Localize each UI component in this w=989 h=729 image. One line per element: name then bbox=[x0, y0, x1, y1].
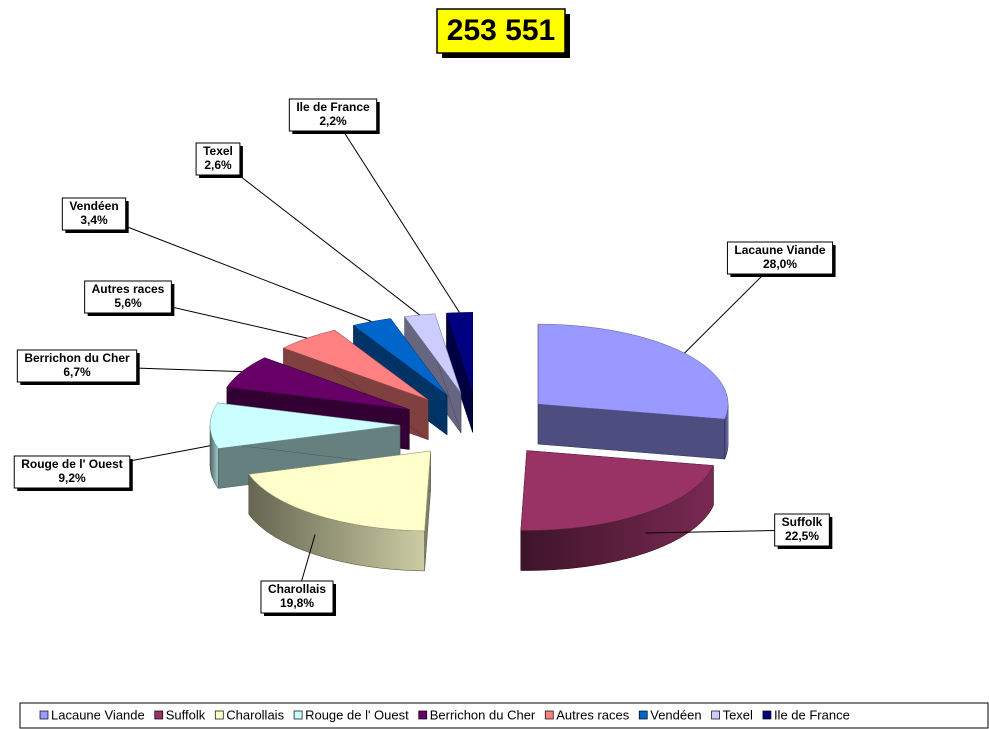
legend-swatch bbox=[638, 710, 648, 720]
legend-swatch bbox=[544, 710, 554, 720]
chart-title: 253 551 bbox=[447, 14, 555, 47]
label-value: 28,0% bbox=[763, 257, 797, 271]
label-box bbox=[61, 197, 127, 231]
label-value: 3,4% bbox=[80, 213, 108, 227]
label-name: Ile de France bbox=[296, 100, 370, 114]
label-value: 2,2% bbox=[319, 114, 347, 128]
legend-swatch bbox=[293, 710, 303, 720]
label-value: 2,6% bbox=[204, 158, 232, 172]
label-name: Lacaune Viande bbox=[734, 243, 825, 257]
slice bbox=[282, 329, 429, 400]
title-box bbox=[436, 8, 566, 54]
legend-label: Rouge de l' Ouest bbox=[305, 707, 409, 722]
slice bbox=[404, 313, 462, 394]
slice bbox=[520, 450, 714, 531]
label-box bbox=[726, 241, 834, 275]
label-value: 22,5% bbox=[785, 529, 819, 543]
legend-swatch bbox=[39, 710, 49, 720]
legend-swatch bbox=[154, 710, 164, 720]
label-value: 9,2% bbox=[58, 471, 86, 485]
legend-label: Vendéen bbox=[650, 707, 701, 722]
label-box bbox=[774, 513, 830, 547]
label-box bbox=[13, 455, 131, 489]
slice bbox=[352, 318, 448, 396]
legend-label: Lacaune Viande bbox=[51, 707, 145, 722]
label-name: Autres races bbox=[92, 282, 165, 296]
label-box bbox=[288, 98, 378, 132]
legend-swatch bbox=[762, 710, 772, 720]
leader-line bbox=[217, 158, 420, 316]
legend-swatch bbox=[214, 710, 224, 720]
label-name: Berrichon du Cher bbox=[24, 351, 130, 365]
label-name: Texel bbox=[203, 144, 233, 158]
label-name: Suffolk bbox=[782, 515, 823, 529]
legend-label: Suffolk bbox=[166, 707, 206, 722]
label-value: 19,8% bbox=[280, 596, 314, 610]
legend-box bbox=[19, 702, 989, 729]
legend-label: Ile de France bbox=[774, 707, 850, 722]
label-name: Charollais bbox=[268, 582, 326, 596]
legend-label: Texel bbox=[723, 707, 753, 722]
label-name: Rouge de l' Ouest bbox=[21, 457, 123, 471]
label-value: 5,6% bbox=[114, 296, 142, 310]
slice bbox=[248, 450, 431, 532]
leader-line bbox=[332, 114, 460, 313]
slice bbox=[209, 402, 401, 449]
slice bbox=[537, 323, 729, 420]
legend-swatch bbox=[418, 710, 428, 720]
label-box bbox=[16, 349, 138, 383]
label-name: Vendéen bbox=[69, 199, 118, 213]
slice bbox=[226, 357, 410, 410]
legend-label: Berrichon du Cher bbox=[430, 707, 536, 722]
label-box bbox=[84, 280, 172, 314]
label-box bbox=[195, 142, 241, 176]
legend-label: Autres races bbox=[556, 707, 629, 722]
leader-line bbox=[93, 213, 372, 322]
legend-label: Charollais bbox=[226, 707, 284, 722]
label-value: 6,7% bbox=[63, 365, 91, 379]
legend-swatch bbox=[711, 710, 720, 720]
label-box bbox=[260, 580, 334, 614]
